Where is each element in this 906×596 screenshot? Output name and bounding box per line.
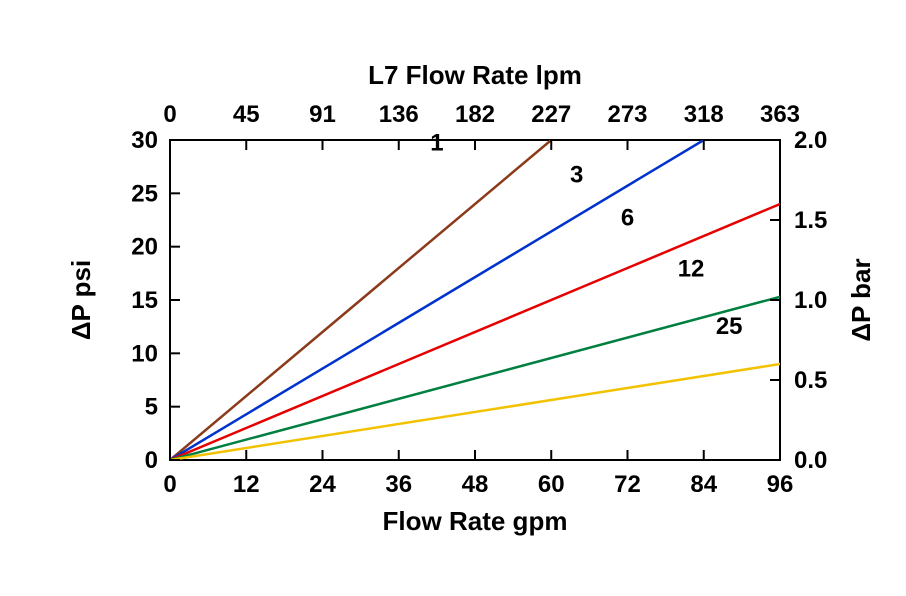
xb-tick-label: 36 <box>385 471 412 498</box>
xb-tick-label: 0 <box>163 471 176 498</box>
chart-svg: 136122501224364860728496Flow Rate gpm045… <box>0 0 906 596</box>
xb-tick-label: 48 <box>462 471 489 498</box>
yl-tick-label: 15 <box>131 287 158 314</box>
xb-tick-label: 12 <box>233 471 260 498</box>
xt-tick-label: 182 <box>455 101 495 128</box>
yr-tick-label: 1.5 <box>794 207 827 234</box>
xb-tick-label: 60 <box>538 471 565 498</box>
yl-tick-label: 25 <box>131 180 158 207</box>
xt-tick-label: 91 <box>309 101 336 128</box>
yl-tick-label: 10 <box>131 340 158 367</box>
yr-tick-label: 0.5 <box>794 367 827 394</box>
y-right-title: ΔP bar <box>846 258 876 341</box>
yl-tick-label: 0 <box>145 447 158 474</box>
xt-tick-label: 363 <box>760 101 800 128</box>
xt-tick-label: 318 <box>684 101 724 128</box>
xt-tick-label: 273 <box>607 101 647 128</box>
series-label-6: 6 <box>621 204 634 231</box>
flow-rate-chart: 136122501224364860728496Flow Rate gpm045… <box>0 0 906 596</box>
x-top-title: L7 Flow Rate lpm <box>368 60 582 90</box>
xt-tick-label: 136 <box>379 101 419 128</box>
y-left-title: ΔP psi <box>66 260 96 340</box>
yr-tick-label: 2.0 <box>794 127 827 154</box>
series-label-1: 1 <box>430 130 443 157</box>
xt-tick-label: 45 <box>233 101 260 128</box>
xt-tick-label: 227 <box>531 101 571 128</box>
series-label-3: 3 <box>570 162 583 189</box>
yl-tick-label: 5 <box>145 394 158 421</box>
xb-tick-label: 72 <box>614 471 641 498</box>
x-bottom-title: Flow Rate gpm <box>383 506 568 536</box>
xb-tick-label: 84 <box>690 471 717 498</box>
xt-tick-label: 0 <box>163 101 176 128</box>
xb-tick-label: 96 <box>767 471 794 498</box>
yr-tick-label: 1.0 <box>794 287 827 314</box>
xb-tick-label: 24 <box>309 471 336 498</box>
yl-tick-label: 20 <box>131 234 158 261</box>
yr-tick-label: 0.0 <box>794 447 827 474</box>
series-label-25: 25 <box>716 313 743 340</box>
series-label-12: 12 <box>678 256 705 283</box>
yl-tick-label: 30 <box>131 127 158 154</box>
